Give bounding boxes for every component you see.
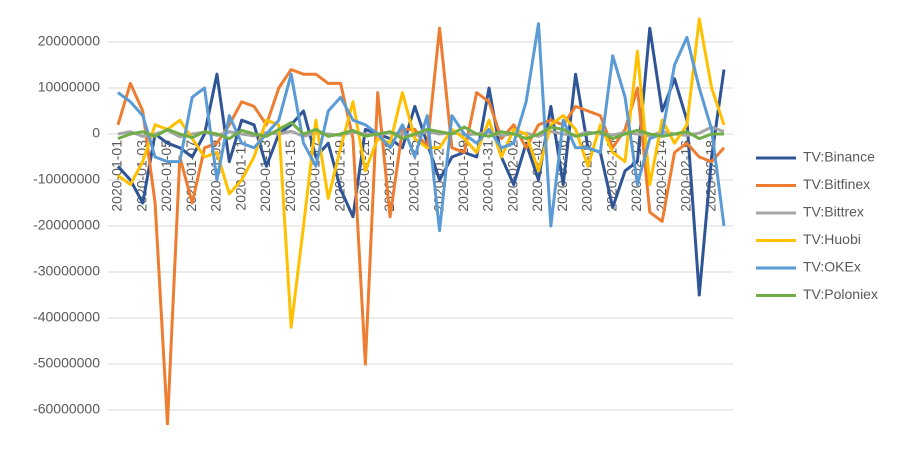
y-tick-label: -60000000 (33, 401, 100, 417)
x-tick-label: 2020-01-11 (232, 140, 248, 211)
series-line (117, 121, 724, 141)
x-tick-label: 2020-01-25 (406, 140, 422, 212)
legend-label: TV:Binance (803, 149, 875, 165)
y-tick-label: -50000000 (33, 355, 100, 371)
legend-label: TV:Poloniex (803, 286, 878, 302)
x-tick-label: 2020-01-01 (109, 140, 125, 212)
x-tick-label: 2020-01-31 (480, 140, 496, 212)
series-line (117, 22, 726, 233)
x-tick-label: 2020-02-02 (504, 140, 520, 212)
y-tick-label: -40000000 (33, 309, 100, 325)
legend-label: TV:Bitfinex (803, 176, 870, 192)
x-tick-label: 2020-01-15 (282, 140, 298, 212)
x-tick-label: 2020-02-10 (603, 140, 619, 212)
legend-label: TV:OKEx (803, 259, 861, 275)
y-tick-label: -10000000 (33, 171, 100, 187)
legend-label: TV:Huobi (803, 231, 861, 247)
legend-label: TV:Bittrex (803, 204, 864, 220)
y-tick-label: 20000000 (38, 33, 101, 49)
y-tick-label: 0 (92, 125, 100, 141)
x-tick-label: 2020-01-29 (455, 140, 471, 212)
x-tick-label: 2020-01-13 (257, 140, 273, 212)
series-line (116, 26, 726, 297)
y-tick-label: -30000000 (33, 263, 100, 279)
series-line (117, 17, 726, 329)
y-tick-label: -20000000 (33, 217, 100, 233)
x-tick-label: 2020-02-14 (653, 140, 669, 212)
x-tick-label: 2020-01-05 (158, 140, 174, 212)
y-tick-label: 10000000 (38, 79, 101, 95)
